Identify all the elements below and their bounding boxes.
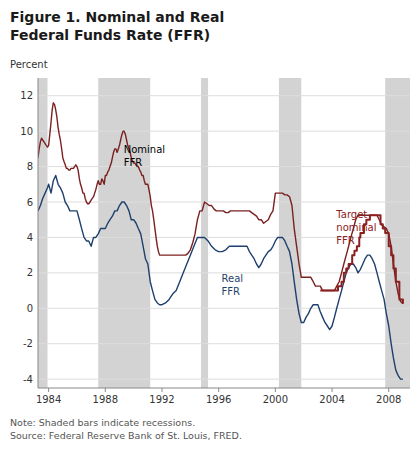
y-tick-label: 12 (20, 90, 33, 101)
annotation: Real FFR (222, 273, 244, 297)
recession-band (279, 78, 301, 388)
text-line: Source: Federal Reserve Bank of St. Loui… (10, 430, 242, 441)
title: Figure 1. Nominal and Real Federal Funds … (10, 9, 224, 43)
text-line: Note: Shaded bars indicate recessions. (10, 417, 195, 428)
y-tick-label: -2 (23, 338, 33, 349)
y-tick-label: 4 (27, 232, 33, 243)
text-line: Figure 1. Nominal and Real (10, 9, 224, 25)
text-line: nominal (336, 222, 376, 233)
x-tick (332, 388, 333, 392)
step-line (320, 215, 403, 304)
grid-line (38, 166, 410, 167)
x-tick (162, 388, 163, 392)
grid-line (38, 308, 410, 309)
grid-line (38, 95, 410, 96)
x-tick (105, 388, 106, 392)
line (38, 175, 403, 379)
x-tick-label: 1996 (206, 394, 231, 405)
text-line: FFR (124, 157, 143, 168)
series-group (38, 103, 403, 379)
bands (38, 78, 410, 388)
grid (38, 96, 410, 379)
x-tick-label: 1988 (93, 394, 118, 405)
y-tick-label: -4 (23, 374, 33, 385)
x-tick (218, 388, 219, 392)
annotation: Nominal FFR (124, 144, 165, 168)
text-line: FFR (336, 235, 355, 246)
recession-band (201, 78, 208, 388)
y-tick-label: 8 (27, 161, 33, 172)
grid-line (38, 131, 410, 132)
recession-band (98, 78, 150, 388)
note: Note: Shaded bars indicate recessions. So… (10, 417, 242, 441)
x-tick (48, 388, 49, 392)
grid-line (38, 343, 410, 344)
line (38, 103, 403, 304)
y-tick-label: 2 (27, 267, 33, 278)
y-tick-label: 6 (27, 197, 33, 208)
text-line: Target (335, 209, 367, 220)
chart: Figure 1. Nominal and Real Federal Funds … (0, 0, 420, 462)
x-tick-label: 1992 (149, 394, 174, 405)
grid-line (38, 379, 410, 380)
x-tick-label: 2000 (263, 394, 288, 405)
grid-line (38, 202, 410, 203)
x-tick (388, 388, 389, 392)
text-line: FFR (222, 286, 241, 297)
text-line: Federal Funds Rate (FFR) (10, 27, 210, 43)
x-axis-line (38, 388, 410, 389)
chart-root: Figure 1. Nominal and Real Federal Funds … (0, 0, 420, 462)
x-tick-label: 2004 (319, 394, 344, 405)
text-line: Percent (10, 59, 48, 70)
y-tick-label: 0 (27, 303, 33, 314)
y-axis-line (38, 78, 39, 388)
annotation: Target nominal FFR (335, 209, 376, 246)
y-tick-label: 10 (20, 126, 33, 137)
x-tick-label: 1984 (36, 394, 61, 405)
text-line: Real (222, 273, 244, 284)
recession-band (38, 78, 47, 388)
y-axis-label: Percent (10, 59, 48, 70)
text-line: Nominal (124, 144, 165, 155)
x-tick-label: 2008 (376, 394, 401, 405)
x-tick (275, 388, 276, 392)
